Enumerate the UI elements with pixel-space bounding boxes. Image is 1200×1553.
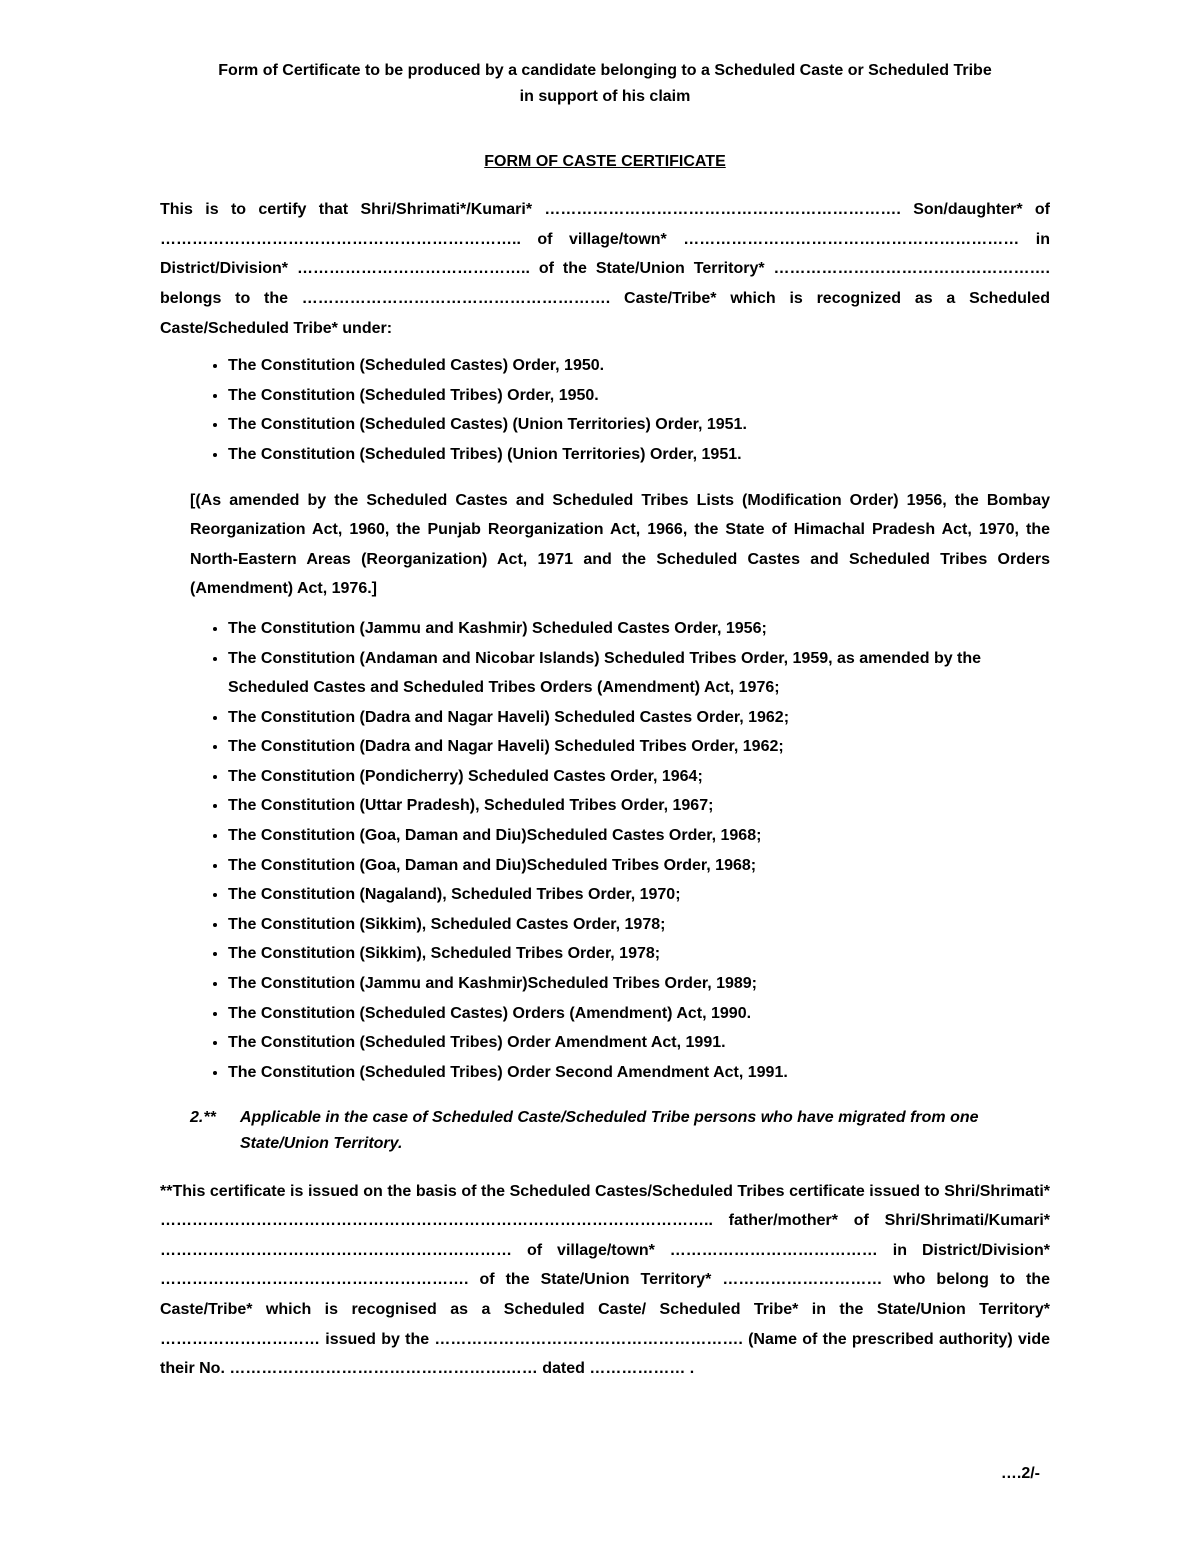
orders-list-2-item: The Constitution (Scheduled Castes) Orde… xyxy=(228,999,1050,1029)
header-line2: in support of his claim xyxy=(520,88,691,105)
orders-list-2-item: The Constitution (Jammu and Kashmir)Sche… xyxy=(228,969,1050,999)
orders-list-1: The Constitution (Scheduled Castes) Orde… xyxy=(160,351,1050,469)
orders-list-2-item: The Constitution (Goa, Daman and Diu)Sch… xyxy=(228,851,1050,881)
issuance-paragraph: **This certificate is issued on the basi… xyxy=(160,1177,1050,1384)
header-line1: Form of Certificate to be produced by a … xyxy=(218,62,991,79)
orders-list-2-item: The Constitution (Pondicherry) Scheduled… xyxy=(228,762,1050,792)
orders-list-2-item: The Constitution (Andaman and Nicobar Is… xyxy=(228,644,1050,703)
section-2-index: 2.** xyxy=(190,1105,240,1156)
orders-list-2-item: The Constitution (Nagaland), Scheduled T… xyxy=(228,880,1050,910)
page-number: ….2/- xyxy=(1001,1465,1040,1483)
section-2-text: Applicable in the case of Scheduled Cast… xyxy=(240,1105,1050,1156)
orders-list-2-item: The Constitution (Scheduled Tribes) Orde… xyxy=(228,1028,1050,1058)
orders-list-2-item: The Constitution (Dadra and Nagar Haveli… xyxy=(228,703,1050,733)
orders-list-2-item: The Constitution (Dadra and Nagar Haveli… xyxy=(228,732,1050,762)
orders-list-1-item: The Constitution (Scheduled Castes) Orde… xyxy=(228,351,1050,381)
orders-list-2-item: The Constitution (Jammu and Kashmir) Sch… xyxy=(228,614,1050,644)
orders-list-1-item: The Constitution (Scheduled Tribes) (Uni… xyxy=(228,440,1050,470)
orders-list-2-item: The Constitution (Scheduled Tribes) Orde… xyxy=(228,1058,1050,1088)
orders-list-2: The Constitution (Jammu and Kashmir) Sch… xyxy=(160,614,1050,1088)
document-page: Form of Certificate to be produced by a … xyxy=(0,0,1200,1553)
orders-list-2-item: The Constitution (Sikkim), Scheduled Tri… xyxy=(228,939,1050,969)
orders-list-2-item: The Constitution (Uttar Pradesh), Schedu… xyxy=(228,791,1050,821)
orders-list-1-item: The Constitution (Scheduled Castes) (Uni… xyxy=(228,410,1050,440)
form-header: Form of Certificate to be produced by a … xyxy=(160,58,1050,109)
orders-list-2-item: The Constitution (Sikkim), Scheduled Cas… xyxy=(228,910,1050,940)
section-2-note: 2.** Applicable in the case of Scheduled… xyxy=(190,1105,1050,1156)
orders-list-1-item: The Constitution (Scheduled Tribes) Orde… xyxy=(228,381,1050,411)
amendment-paragraph: [(As amended by the Scheduled Castes and… xyxy=(190,486,1050,604)
orders-list-2-item: The Constitution (Goa, Daman and Diu)Sch… xyxy=(228,821,1050,851)
form-subtitle: FORM OF CASTE CERTIFICATE xyxy=(160,153,1050,171)
certify-paragraph: This is to certify that Shri/Shrimati*/K… xyxy=(160,195,1050,343)
